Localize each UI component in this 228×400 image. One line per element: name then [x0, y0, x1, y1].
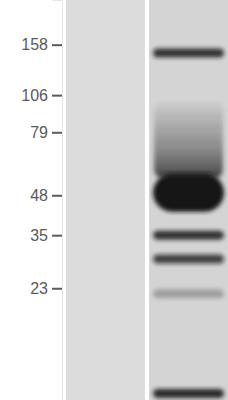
band	[153, 231, 224, 240]
tick: 48	[30, 187, 62, 204]
tick: 35	[30, 227, 62, 244]
tick-label: 158	[21, 36, 48, 53]
smear	[154, 102, 223, 178]
tick-label: 106	[21, 87, 48, 104]
lanes	[66, 0, 228, 400]
tick-label: 23	[30, 280, 48, 297]
band	[153, 254, 224, 263]
marker-axis: 158 106 79 48 35 23	[21, 1, 62, 400]
tick-label: 35	[30, 227, 48, 244]
tick: 158	[21, 36, 62, 53]
tick-mark	[52, 235, 62, 237]
tick-mark	[52, 132, 62, 134]
tick: 23	[30, 280, 62, 297]
tick-label: 48	[30, 187, 48, 204]
tick-mark	[52, 195, 62, 197]
tick-label: 79	[30, 124, 48, 141]
band	[153, 389, 224, 398]
axis-line	[52, 1, 63, 400]
tick-mark	[52, 44, 62, 46]
tick-mark	[52, 288, 62, 290]
tick: 79	[30, 124, 62, 141]
bands	[153, 48, 224, 398]
lane	[149, 0, 228, 400]
lane	[66, 0, 145, 400]
band	[153, 289, 224, 298]
blot-figure: 158 106 79 48 35 23	[0, 0, 228, 400]
band	[153, 48, 224, 57]
band	[153, 174, 224, 212]
tick-mark	[52, 95, 62, 97]
tick: 106	[21, 87, 62, 104]
